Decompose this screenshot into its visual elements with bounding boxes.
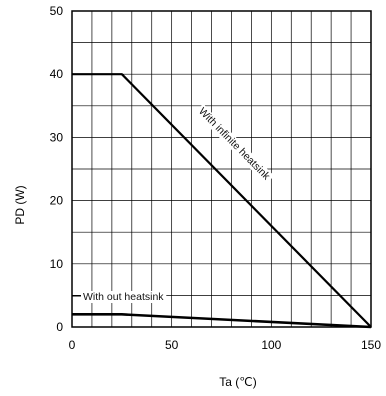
y-tick-label: 10: [50, 257, 64, 271]
x-tick-label: 50: [165, 338, 179, 352]
plot-frame: [71, 10, 372, 328]
x-axis-label: Ta (℃): [219, 375, 256, 389]
y-tick-label: 40: [50, 67, 64, 81]
annotation-without-heatsink: With out heatsink: [83, 291, 164, 303]
y-tick-label: 50: [50, 4, 64, 18]
annotation-halo: [81, 291, 167, 303]
annotation-halo: [194, 103, 275, 185]
series-line-without-heatsink: [72, 313, 372, 329]
y-axis-label: PD (W): [13, 185, 27, 224]
y-tick-label: 0: [56, 320, 63, 334]
y-tick-label: 20: [50, 194, 64, 208]
series-lines: [72, 73, 372, 329]
x-tick-label: 150: [361, 338, 381, 352]
annotation-infinite-heatsink: With infinite heatsink: [196, 105, 273, 183]
y-tick-label: 30: [50, 130, 64, 144]
tick-labels: 0 50 100 150 0 10 20 30 40 50: [50, 4, 382, 352]
x-tick-label: 0: [69, 338, 76, 352]
x-tick-label: 100: [261, 338, 281, 352]
series-line-infinite-heatsink: [72, 73, 372, 328]
grid-lines: [72, 11, 371, 327]
